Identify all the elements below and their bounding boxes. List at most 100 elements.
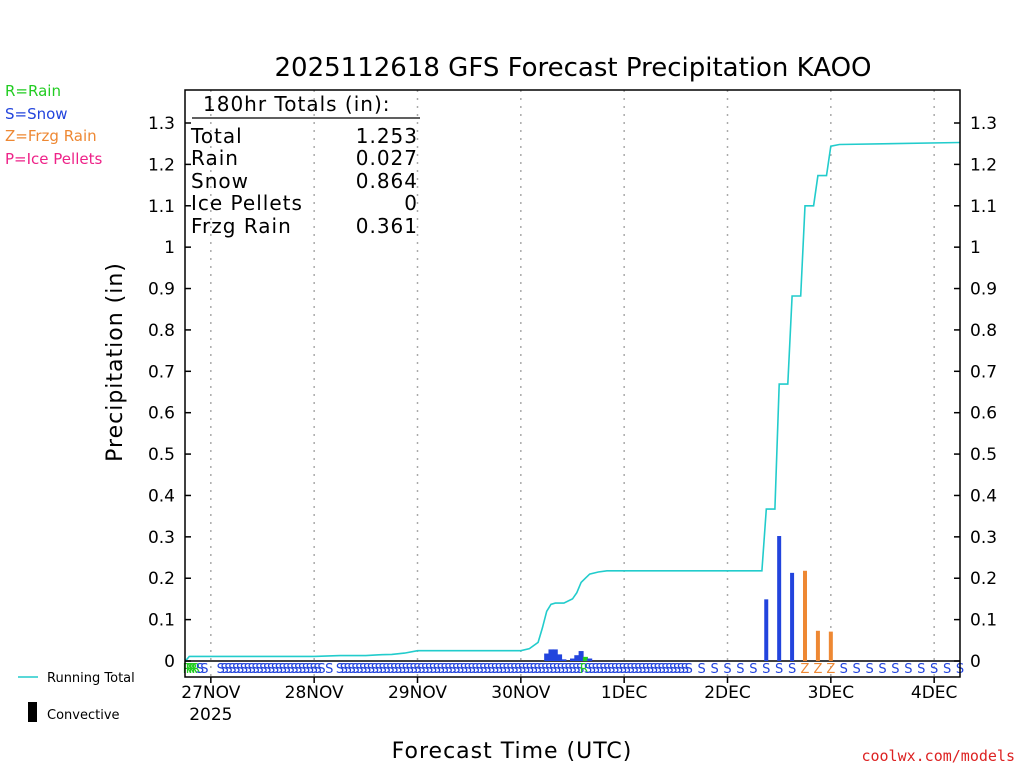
totals-label-ice-pellets: Ice Pellets xyxy=(191,191,303,215)
ptype-mark-s: S xyxy=(251,662,259,677)
legend-frzg-rain: Z=Frzg Rain xyxy=(5,127,97,145)
legend-convective: Convective xyxy=(47,708,120,723)
ptype-mark-s: S xyxy=(698,662,706,677)
y-tick-label-left: 0.9 xyxy=(148,280,175,300)
ptype-mark-s: S xyxy=(788,662,796,677)
plot-frame xyxy=(184,89,961,678)
ptype-mark-s: S xyxy=(448,662,456,677)
y-tick-label-left: 1.2 xyxy=(148,155,175,175)
y-tick-label-right: 0.1 xyxy=(970,611,997,631)
ptype-mark-s: S xyxy=(398,662,406,677)
y-axis-label: Precipitation (in) xyxy=(103,262,128,462)
ptype-mark-s: S xyxy=(290,662,298,677)
ptype-mark-s: S xyxy=(429,662,437,677)
ptype-mark-s: S xyxy=(359,662,367,677)
totals-box: 180hr Totals (in): Total 1.253 Rain 0.02… xyxy=(190,92,420,238)
ptype-mark-s: S xyxy=(275,662,283,677)
ptype-mark-s: S xyxy=(865,662,873,677)
ptype-mark-s: S xyxy=(533,662,541,677)
ptype-mark-r: R xyxy=(186,662,195,677)
ptype-mark-s: S xyxy=(681,662,689,677)
ptype-mark-s: S xyxy=(545,662,553,677)
ptype-mark-s: S xyxy=(471,662,479,677)
ptype-mark-s: S xyxy=(537,662,545,677)
ptype-mark-s: S xyxy=(402,662,410,677)
ptype-mark-s: S xyxy=(491,662,499,677)
y-tick-label-left: 0.7 xyxy=(148,362,175,382)
y-tick-label-left: 0.1 xyxy=(148,611,175,631)
ptype-mark-s: S xyxy=(394,662,402,677)
ptype-mark-s: S xyxy=(367,662,375,677)
ptype-mark-s: S xyxy=(325,662,333,677)
x-tick-label-30nov: 30NOV xyxy=(491,683,550,703)
ptype-mark-s: S xyxy=(710,662,718,677)
ptype-mark-s: S xyxy=(595,662,603,677)
ptype-mark-s: S xyxy=(267,662,275,677)
totals-value-ice-pellets: 0 xyxy=(404,191,418,215)
totals-value-rain: 0.027 xyxy=(356,146,418,170)
ptype-mark-s: S xyxy=(375,662,383,677)
bar-s-h85 xyxy=(548,649,554,661)
ptype-mark-s: S xyxy=(514,662,522,677)
y-tick-label-right: 0.7 xyxy=(970,362,997,382)
ptype-mark-s: S xyxy=(282,662,290,677)
ptype-mark-s: S xyxy=(464,662,472,677)
ptype-mark-s: S xyxy=(646,662,654,677)
y-tick-label-right: 0.5 xyxy=(970,445,997,465)
ptype-mark-s: S xyxy=(371,662,379,677)
ptype-mark-s: S xyxy=(904,662,912,677)
series-legend: Running Total Convective xyxy=(18,671,135,723)
running-total-series xyxy=(184,141,961,662)
y-tick-label-left: 0.6 xyxy=(148,404,175,424)
ptype-mark-s: S xyxy=(421,662,429,677)
ptype-mark-s: S xyxy=(363,662,371,677)
ptype-mark-s: S xyxy=(468,662,476,677)
ptype-mark-s: S xyxy=(762,662,770,677)
ptype-mark-s: S xyxy=(588,662,596,677)
ptype-mark-s: S xyxy=(626,662,634,677)
ptype-mark-s: S xyxy=(313,662,321,677)
bar-s-h86 xyxy=(552,649,558,661)
ptype-mark-s: S xyxy=(522,662,530,677)
ptype-mark-s: S xyxy=(541,662,549,677)
bar-s-h141 xyxy=(790,572,795,661)
ptype-mark-s: S xyxy=(347,662,355,677)
ptype-mark-s: S xyxy=(294,662,302,677)
bar-s-h138 xyxy=(777,536,782,661)
ptype-mark-s: S xyxy=(351,662,359,677)
ptype-mark-s: S xyxy=(336,662,344,677)
ptype-mark-r: R xyxy=(189,662,198,677)
ptype-mark-s: S xyxy=(623,662,631,677)
ptype-mark-s: S xyxy=(298,662,306,677)
ptype-mark-s: S xyxy=(677,662,685,677)
ptype-mark-s: S xyxy=(271,662,279,677)
ptype-mark-s: S xyxy=(502,662,510,677)
bar-series xyxy=(544,536,833,661)
ptype-mark-s: S xyxy=(406,662,414,677)
ptype-mark-s: S xyxy=(444,662,452,677)
y-tick-label-left: 0.4 xyxy=(148,486,175,506)
ptype-mark-s: S xyxy=(487,662,495,677)
ptype-mark-s: S xyxy=(642,662,650,677)
ptype-mark-s: S xyxy=(661,662,669,677)
ptype-mark-s: S xyxy=(607,662,615,677)
ptype-mark-s: S xyxy=(456,662,464,677)
bar-z-h147 xyxy=(815,630,820,661)
ptype-mark-s: S xyxy=(630,662,638,677)
ptype-mark-s: S xyxy=(355,662,363,677)
ptype-mark-s: S xyxy=(240,662,248,677)
bar-s-h94 xyxy=(587,658,593,661)
ptype-mark-s: S xyxy=(853,662,861,677)
ptype-legend: R=Rain S=Snow Z=Frzg Rain P=Ice Pellets xyxy=(5,82,102,168)
x-tick-label-2dec: 2DEC xyxy=(704,683,751,703)
gridlines xyxy=(185,90,960,677)
y-tick-label-left: 0.2 xyxy=(148,569,175,589)
ptype-mark-s: S xyxy=(302,662,310,677)
totals-label-rain: Rain xyxy=(191,146,239,170)
y-tick-label-right: 0.6 xyxy=(970,404,997,424)
y-tick-label-right: 0.3 xyxy=(970,528,997,548)
ptype-mark-s: S xyxy=(220,662,228,677)
ptype-mark-s: S xyxy=(259,662,267,677)
ptype-mark-s: S xyxy=(584,662,592,677)
